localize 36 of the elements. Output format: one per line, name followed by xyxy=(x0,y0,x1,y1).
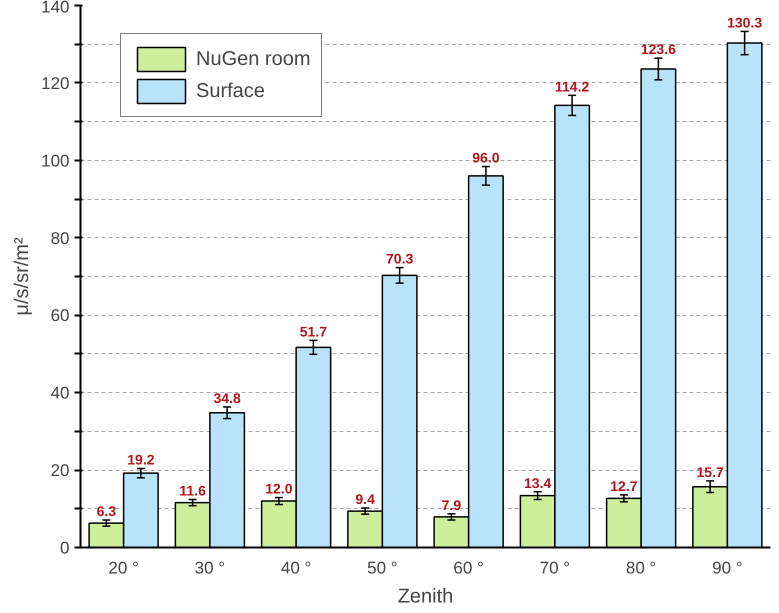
data-label: 114.2 xyxy=(554,78,590,94)
y-tick-label: 120 xyxy=(41,74,70,93)
y-tick-label: 20 xyxy=(50,461,70,480)
x-tick-label: 50 ° xyxy=(367,558,398,578)
y-tick-label: 100 xyxy=(41,151,70,170)
y-tick-label: 0 xyxy=(60,538,70,558)
data-label: 9.4 xyxy=(355,491,376,508)
data-label: 34.8 xyxy=(214,390,241,406)
y-tick-label: 80 xyxy=(50,228,70,248)
data-label: 96.0 xyxy=(472,150,500,166)
x-axis-title: Zenith xyxy=(398,586,454,608)
data-label: 13.4 xyxy=(524,474,552,491)
x-tick-label: 30 ° xyxy=(194,558,226,578)
x-tick-label: 20 ° xyxy=(108,558,139,578)
y-tick-label: 40 xyxy=(50,384,70,403)
y-axis-title: μ/s/sr/m² xyxy=(11,237,34,316)
x-tick-label: 70 ° xyxy=(540,558,570,578)
data-label: 123.6 xyxy=(640,41,676,58)
data-label: 12.7 xyxy=(610,478,638,494)
x-tick-label: 90 ° xyxy=(712,558,743,578)
x-tick-label: 60 ° xyxy=(453,558,484,578)
data-label: 7.9 xyxy=(442,496,462,513)
data-label: 11.6 xyxy=(179,482,206,498)
data-label: 15.7 xyxy=(696,464,724,480)
data-label: 51.7 xyxy=(300,323,328,340)
data-label: 130.3 xyxy=(727,14,762,30)
y-tick-label: 140 xyxy=(41,0,70,16)
data-label: 6.3 xyxy=(96,503,116,520)
data-label: 19.2 xyxy=(127,452,155,468)
y-tick-label: 60 xyxy=(50,306,70,326)
data-label: 12.0 xyxy=(265,480,293,497)
x-tick-label: 80 ° xyxy=(626,558,656,578)
legend-label: NuGen room xyxy=(196,48,310,70)
x-tick-label: 40 ° xyxy=(280,558,312,578)
legend-label: Surface xyxy=(196,80,265,102)
data-label: 70.3 xyxy=(386,250,414,267)
